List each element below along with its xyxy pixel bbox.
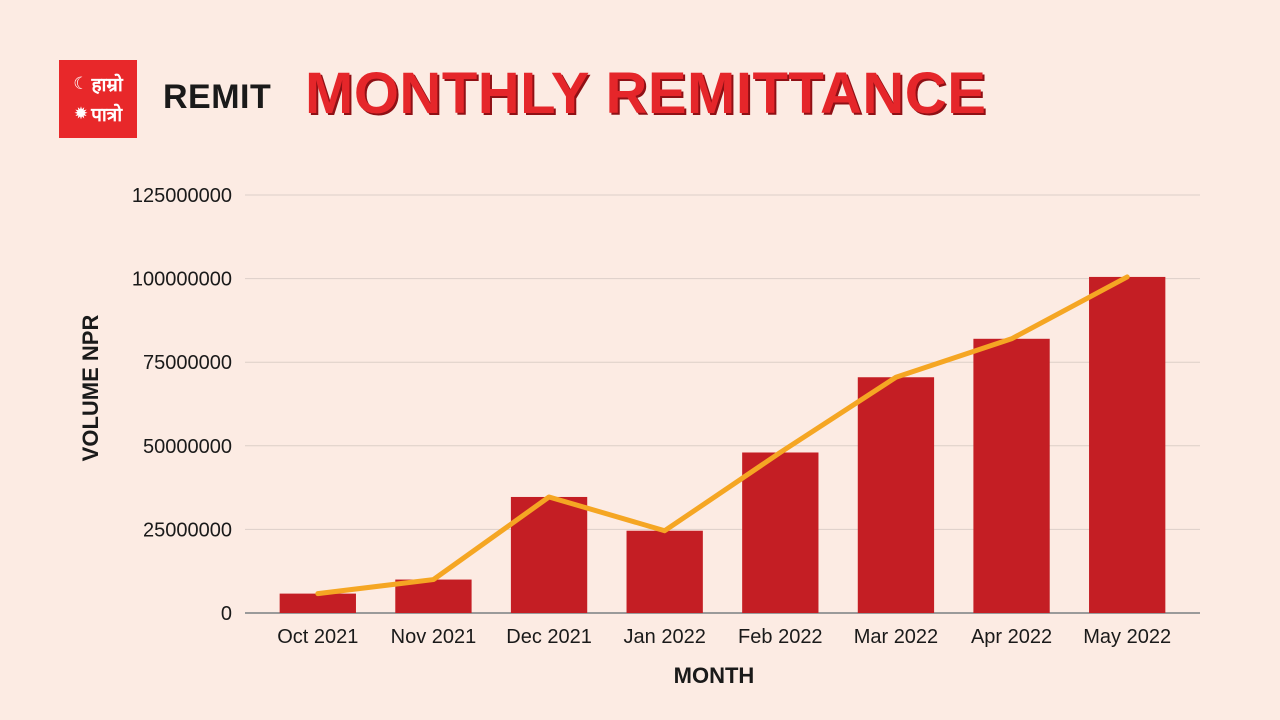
x-tick-label: Mar 2022 bbox=[854, 626, 939, 648]
bar bbox=[626, 530, 703, 613]
trend-line bbox=[315, 274, 1130, 597]
y-tick-label: 25000000 bbox=[143, 519, 232, 541]
x-tick-label: Apr 2022 bbox=[971, 626, 1052, 648]
x-tick-label: May 2022 bbox=[1083, 626, 1171, 648]
bar bbox=[973, 338, 1050, 613]
grid bbox=[245, 194, 1200, 614]
y-tick-label: 50000000 bbox=[143, 436, 232, 458]
x-tick-label: Dec 2021 bbox=[506, 626, 592, 648]
sun-icon: ✹ bbox=[73, 104, 89, 123]
logo-row-1: ☾ हाम्रो bbox=[73, 69, 123, 99]
y-tick-label: 0 bbox=[221, 603, 232, 625]
brand-logo: ☾ हाम्रो ✹ पात्रो bbox=[59, 60, 137, 138]
product-name: REMIT bbox=[163, 78, 272, 116]
logo-text-2: पात्रो bbox=[91, 104, 123, 126]
x-axis-label: MONTH bbox=[674, 663, 755, 688]
logo-row-2: ✹ पात्रो bbox=[74, 99, 122, 129]
x-tick-label: Feb 2022 bbox=[738, 626, 823, 648]
bar bbox=[742, 452, 819, 613]
chart-title: MONTHLY REMITTANCE bbox=[305, 61, 987, 126]
bar bbox=[279, 593, 356, 613]
y-ticks: 0 25000000 50000000 75000000 100000000 125000… bbox=[132, 185, 232, 625]
bars bbox=[279, 276, 1166, 613]
x-ticks: Oct 2021 Nov 2021 Dec 2021 Jan 2022 Feb 2022… bbox=[277, 626, 1171, 648]
bar bbox=[857, 377, 935, 613]
logo-text-1: हाम्रो bbox=[91, 74, 123, 96]
nepal-flag-icon: ☾ bbox=[73, 74, 89, 93]
bar bbox=[1089, 276, 1166, 613]
x-tick-label: Oct 2021 bbox=[277, 626, 358, 648]
x-tick-label: Jan 2022 bbox=[624, 626, 706, 648]
y-tick-label: 75000000 bbox=[143, 352, 232, 374]
x-tick-label: Nov 2021 bbox=[391, 626, 477, 648]
y-tick-label: 125000000 bbox=[132, 185, 232, 207]
y-axis-label: VOLUME NPR bbox=[78, 315, 103, 462]
y-tick-label: 100000000 bbox=[132, 269, 232, 291]
trend-line-group bbox=[315, 274, 1130, 597]
